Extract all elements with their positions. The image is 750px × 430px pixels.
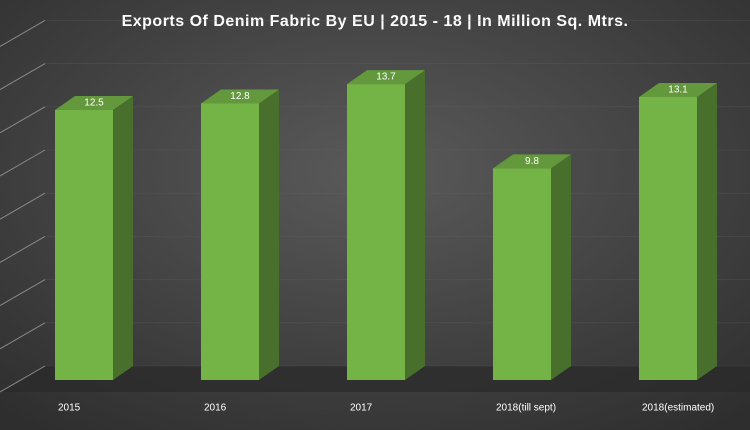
x-tick-label: 2018(till sept) (496, 403, 556, 414)
bar-front (55, 110, 113, 380)
bar-top (201, 89, 279, 104)
bar (55, 96, 133, 380)
x-tick-label: 2015 (58, 403, 81, 414)
bar (201, 89, 279, 381)
grid-line (0, 235, 46, 263)
bar-front (347, 84, 405, 380)
bar-side (551, 154, 571, 380)
x-tick-label: 2016 (204, 403, 227, 414)
value-label: 12.5 (84, 98, 104, 109)
bar-side (405, 70, 425, 380)
value-label: 13.7 (376, 72, 396, 83)
grid-line (0, 322, 46, 350)
bar (639, 83, 717, 380)
value-label: 12.8 (230, 91, 250, 102)
value-label: 9.8 (525, 156, 539, 167)
bar-top (639, 83, 717, 98)
bar-side (259, 89, 279, 381)
chart-title: Exports Of Denim Fabric By EU | 2015 - 1… (122, 13, 629, 30)
grid-line (0, 106, 46, 134)
bar-front (639, 97, 697, 380)
bar-front (493, 168, 551, 380)
bar-side (697, 83, 717, 380)
grid-line (0, 149, 46, 177)
value-label: 13.1 (668, 85, 688, 96)
bar-front (201, 103, 259, 381)
x-tick-label: 2018(estimated) (642, 403, 714, 414)
grid-line (0, 192, 46, 220)
grid-line (0, 19, 46, 47)
x-tick-label: 2017 (350, 403, 373, 414)
bar-top (493, 154, 571, 169)
bar-top (55, 96, 133, 110)
grid-line (0, 365, 46, 393)
grid-line (0, 63, 46, 91)
grid-line (0, 279, 46, 307)
bar (347, 70, 425, 380)
bar (493, 154, 571, 380)
bar-top (347, 70, 425, 85)
bar-side (113, 96, 133, 380)
